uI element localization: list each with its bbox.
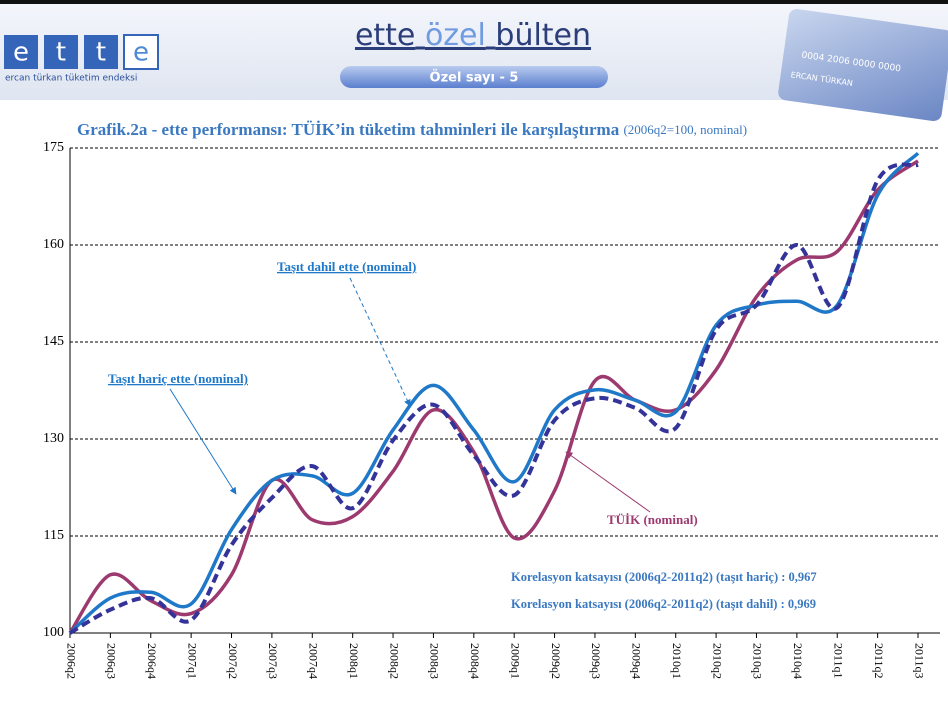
x-tick-label: 2011q2 [872, 643, 886, 679]
series-label: TÜİK (nominal) [607, 512, 698, 527]
subtitle: (2006q2=100, nominal) [623, 122, 747, 137]
x-tick-label: 2010q4 [791, 643, 805, 679]
x-tick-label: 2007q4 [307, 643, 321, 679]
title-part: ette [355, 18, 415, 53]
logo-letter: e [13, 38, 29, 68]
x-tick-label: 2011q3 [912, 643, 926, 679]
logo-box [4, 35, 38, 69]
card-body [778, 9, 948, 122]
issue-pill [340, 66, 608, 88]
x-tick-label: 2008q3 [428, 643, 442, 679]
series-line [68, 162, 919, 635]
x-tick-label: 2007q1 [185, 643, 199, 679]
logo-box [44, 35, 78, 69]
annotations: Taşıt dahil ette (nominal) Taşıt hariç e… [108, 259, 817, 611]
title-part: bülten [495, 18, 591, 53]
plot: 100 115 130 145 160 175 2006q2 2006q3 2006q4 2007… [43, 140, 940, 679]
logo-letter: e [133, 38, 149, 68]
y-tick-label: 100 [43, 625, 64, 640]
series-line [68, 159, 920, 634]
x-tick-label: 2011q1 [831, 643, 845, 679]
x-tick-label: 2010q2 [710, 643, 724, 679]
tagline: ercan türkan tüketim endeksi [5, 74, 137, 84]
x-tick-label: 2006q3 [105, 643, 119, 679]
logo-letter: t [96, 38, 106, 68]
x-tick-label: 2009q3 [589, 643, 603, 679]
header: e t t e ercan türkan tüketim endeksi ett… [0, 0, 948, 122]
y-tick-label: 160 [43, 237, 64, 252]
arrow [349, 277, 411, 407]
x-tick-label: 2009q1 [508, 643, 522, 679]
y-tick-label: 130 [43, 431, 64, 446]
x-tick-label: 2009q4 [630, 643, 644, 679]
card: 0004 2006 0000 0000 ERCAN TÜRKAN [778, 9, 948, 122]
x-tick-label: 2008q4 [468, 643, 482, 679]
x-tick-label: 2010q3 [751, 643, 765, 679]
issue: Özel sayı - 5 [430, 70, 519, 86]
series-label: Taşıt hariç ette (nominal) [108, 371, 248, 386]
x-tick-label: 2009q2 [549, 643, 563, 679]
bulletin-title: ette özel bülten [355, 18, 591, 53]
correlation-note: Korelasyon katsayısı (2006q2-2011q2) (ta… [511, 597, 816, 611]
chart-title: Grafik.2a - ette performansı: TÜİK’in tü… [77, 120, 747, 139]
logo-box [84, 35, 118, 69]
x-tick-label: 2007q3 [266, 643, 280, 679]
logo-box [123, 34, 159, 70]
y-tick-label: 175 [43, 140, 64, 155]
y-tick-label: 115 [44, 528, 64, 543]
top-rule [0, 0, 948, 4]
x-tick-label: 2010q1 [670, 643, 684, 679]
x-tick-label: 2006q2 [64, 643, 78, 679]
x-tick-label: 2008q1 [347, 643, 361, 679]
title-part: özel [425, 18, 486, 53]
correlation-note: Korelasyon katsayısı (2006q2-2011q2) (ta… [511, 570, 817, 584]
title-text: Grafik.2a - ette performansı: TÜİK’in tü… [77, 120, 620, 139]
logo-letter: t [56, 38, 66, 68]
x-tick-label: 2007q2 [226, 643, 240, 679]
arrow [565, 451, 651, 513]
x-tick-label: 2006q4 [145, 643, 159, 679]
y-tick-label: 145 [43, 334, 64, 349]
arrow [169, 388, 237, 495]
x-tick-label: 2008q2 [387, 643, 401, 679]
series-line [68, 151, 920, 635]
series-label: Taşıt dahil ette (nominal) [277, 259, 416, 274]
